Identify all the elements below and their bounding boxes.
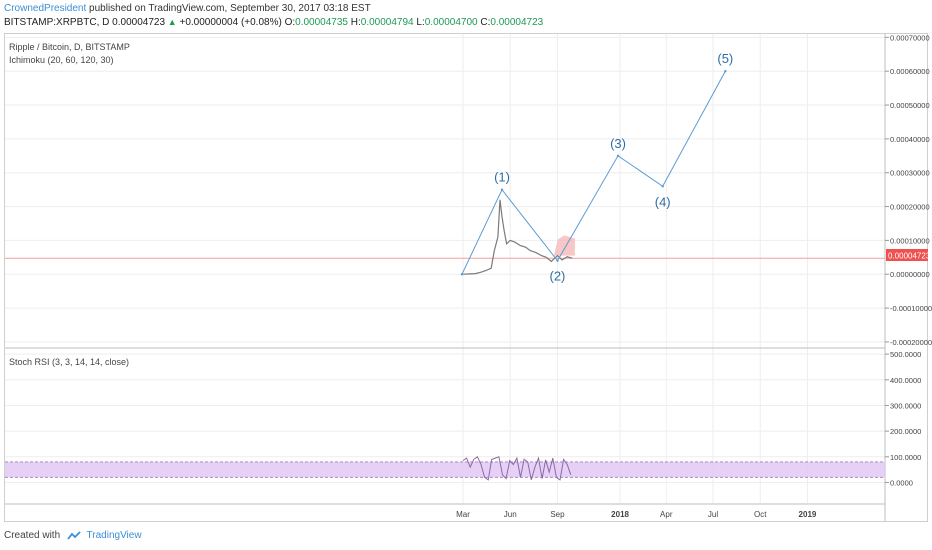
rsi-tick-label: 400.0000 xyxy=(890,376,921,385)
rsi-line xyxy=(462,456,572,481)
time-axis[interactable]: Mar Jun Sep 2018 Apr Jul Oct 2019 xyxy=(456,510,817,519)
price-tick-label: 0.00050000 xyxy=(890,101,930,110)
time-tick-label: 2019 xyxy=(799,510,817,519)
wave-path xyxy=(461,70,726,275)
price-line xyxy=(462,199,573,275)
rsi-tick-label: 0.0000 xyxy=(890,478,913,487)
time-tick-label: Mar xyxy=(456,510,470,519)
stoch-rsi-legend[interactable]: Stoch RSI (3, 3, 14, 14, close) xyxy=(9,357,129,367)
publish-info: CrownedPresident published on TradingVie… xyxy=(4,3,371,14)
last-price: 0.00004723 xyxy=(112,17,166,28)
price-tick-label: 0.00070000 xyxy=(890,33,930,42)
time-tick-label: Apr xyxy=(660,510,673,519)
price-series xyxy=(462,199,573,275)
arrow-up-icon: ▲ xyxy=(167,17,177,27)
wave-vertex xyxy=(556,259,559,262)
author-link[interactable]: CrownedPresident xyxy=(4,3,87,14)
created-with-text: Created with xyxy=(4,530,61,541)
rsi-tick-label: 300.0000 xyxy=(890,401,921,410)
time-tick-label: 2018 xyxy=(611,510,629,519)
price-badge-text: 0.00004723 xyxy=(888,252,931,261)
symbol-name: BITSTAMP:XRPBTC, D xyxy=(4,17,110,28)
open-value: 0.00004735 xyxy=(295,17,348,28)
low-value: 0.00004700 xyxy=(424,17,478,28)
price-badge: 0.00004723 xyxy=(886,249,931,261)
stoch-rsi-plot xyxy=(5,456,885,481)
high-value: 0.00004794 xyxy=(360,17,414,28)
price-tick-label: 0.00010000 xyxy=(890,236,930,245)
low-label: L: xyxy=(416,17,425,28)
wave-label: (3) xyxy=(610,136,626,151)
price-tick-label: -0.00020000 xyxy=(890,338,932,347)
price-tick-label: 0.00000000 xyxy=(890,270,930,279)
wave-vertex xyxy=(724,70,727,73)
rsi-tick-label: 500.0000 xyxy=(890,350,921,359)
time-tick-label: Jun xyxy=(504,510,517,519)
wave-vertex xyxy=(460,273,464,276)
elliott-wave-labels: (1) (2) (3) (4) (5) xyxy=(494,51,733,283)
elliott-wave xyxy=(460,70,727,276)
wave-vertex xyxy=(500,188,504,191)
rsi-axis[interactable]: 500.0000 400.0000 300.0000 200.0000 100.0000… xyxy=(885,350,921,487)
wave-label: (4) xyxy=(655,194,671,209)
open-label: O: xyxy=(284,17,296,28)
tradingview-logo-icon xyxy=(67,531,81,540)
tradingview-link[interactable]: TradingView xyxy=(86,530,142,541)
grid-lines xyxy=(5,34,885,503)
price-tick-label: 0.00040000 xyxy=(890,135,930,144)
close-value: 0.00004723 xyxy=(490,17,544,28)
ichimoku-legend[interactable]: Ichimoku (20, 60, 120, 30) xyxy=(9,55,114,65)
high-label: H: xyxy=(350,17,361,28)
symbol-ohlc-bar: BITSTAMP:XRPBTC, D 0.00004723 ▲ +0.00000… xyxy=(4,17,543,28)
wave-label: (2) xyxy=(550,269,566,284)
price-tick-label: -0.00010000 xyxy=(890,304,932,313)
price-tick-label: 0.00020000 xyxy=(890,203,930,212)
rsi-tick-label: 200.0000 xyxy=(890,427,921,436)
close-label: C: xyxy=(480,17,491,28)
main-pane-title: Ripple / Bitcoin, D, BITSTAMP xyxy=(9,42,130,52)
wave-label: (5) xyxy=(717,51,733,66)
time-tick-label: Jul xyxy=(708,510,718,519)
rsi-band xyxy=(5,461,885,478)
price-tick-label: 0.00030000 xyxy=(890,169,930,178)
wave-label: (1) xyxy=(494,170,510,185)
footer: Created with TradingView xyxy=(4,530,142,541)
price-tick-label: 0.00060000 xyxy=(890,67,930,76)
time-tick-label: Sep xyxy=(550,510,565,519)
time-tick-label: Oct xyxy=(754,510,767,519)
price-axis[interactable]: 0.00070000 0.00060000 0.00050000 0.00040000… xyxy=(885,33,932,347)
price-change: +0.00000004 (+0.08%) xyxy=(179,17,282,28)
wave-vertex xyxy=(616,154,620,158)
rsi-tick-label: 100.0000 xyxy=(890,453,921,462)
published-text: published on TradingView.com, September … xyxy=(89,3,371,14)
wave-vertex xyxy=(661,185,664,188)
chart-container[interactable] xyxy=(4,33,928,522)
